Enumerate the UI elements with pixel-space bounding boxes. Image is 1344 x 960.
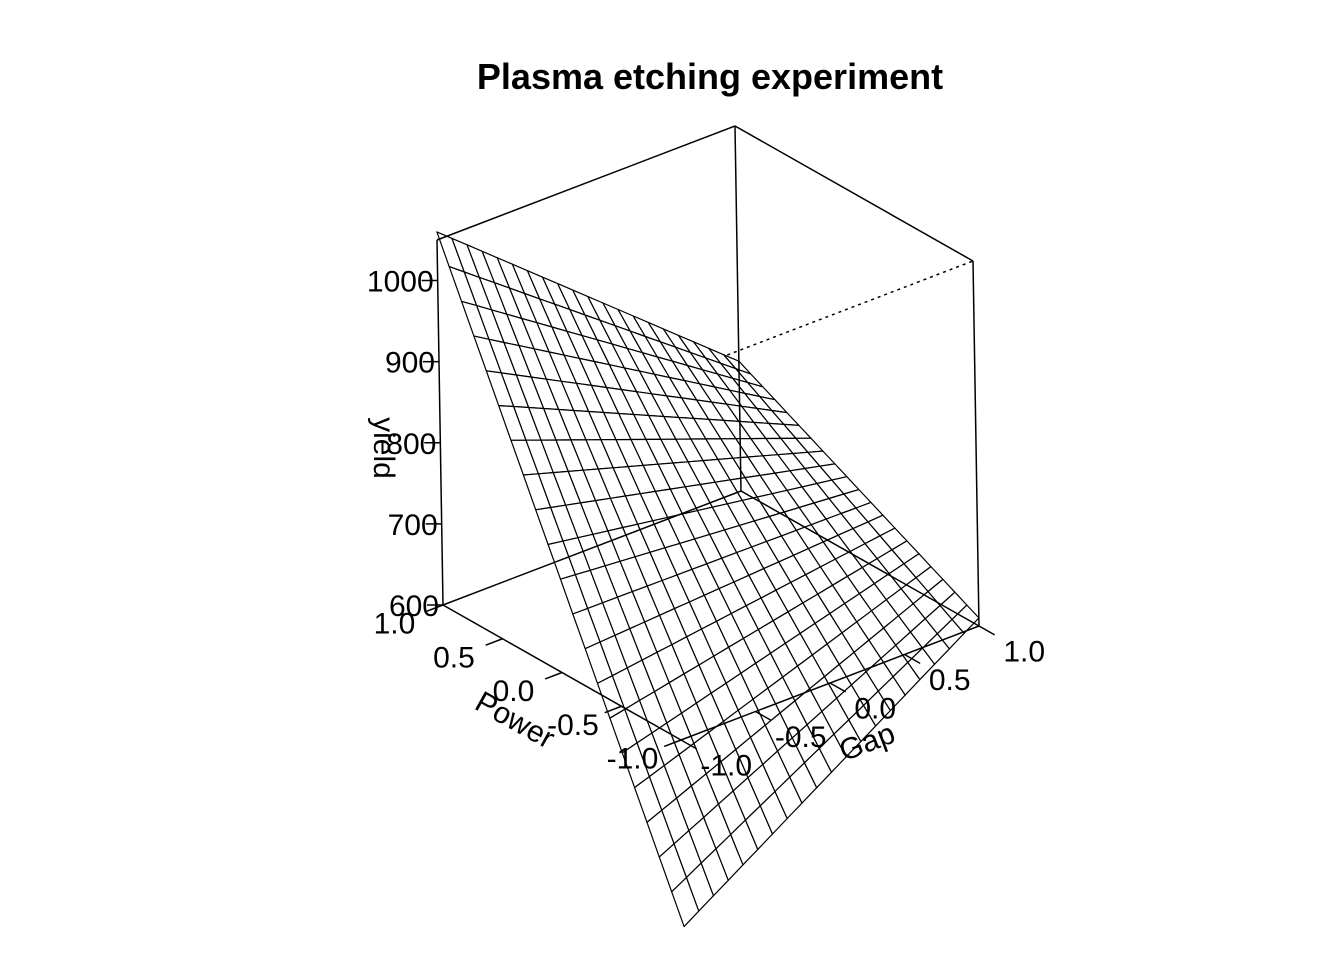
box-edge [972,260,980,627]
x-tick-label: 1.0 [1003,636,1045,669]
y-tick-label: -1.0 [607,743,659,776]
box-edge [442,490,742,606]
z-tick-label: 800 [386,428,436,461]
x-tick-mark [680,739,698,750]
x-tick-label: -0.5 [775,721,827,754]
box-edge [436,125,736,241]
x-tick-label: 0.0 [854,693,896,726]
box-edge [734,125,974,262]
x-tick-mark [904,653,921,665]
x-tick-label: -1.0 [700,750,752,783]
y-tick-mark [604,705,622,714]
x-tick-mark [978,625,996,636]
y-tick-label: 0.5 [433,641,475,674]
x-tick-mark [829,682,847,693]
x-tick-label: 0.5 [929,664,971,697]
y-tick-label: -0.5 [547,709,599,742]
y-tick-mark [544,671,563,680]
z-tick-label: 600 [389,590,439,623]
y-tick-mark [663,739,682,748]
y-tick-label: 1.0 [374,608,416,641]
y-tick-mark [425,604,444,613]
axis-ticks: -1.0-0.50.00.51.0-1.0-0.50.00.51.0600700… [367,266,1045,783]
z-axis-title: yield [367,417,400,479]
y-tick-label: 0.0 [493,675,535,708]
z-tick-label: 900 [385,347,435,380]
box-edge [740,490,980,627]
x-tick-mark [755,710,772,722]
z-tick-label: 1000 [367,266,434,299]
y-tick-mark [485,638,503,646]
box-edge [734,125,742,492]
z-tick-label: 700 [388,509,438,542]
chart-title: Plasma etching experiment [476,56,944,97]
box-edge [436,239,444,606]
